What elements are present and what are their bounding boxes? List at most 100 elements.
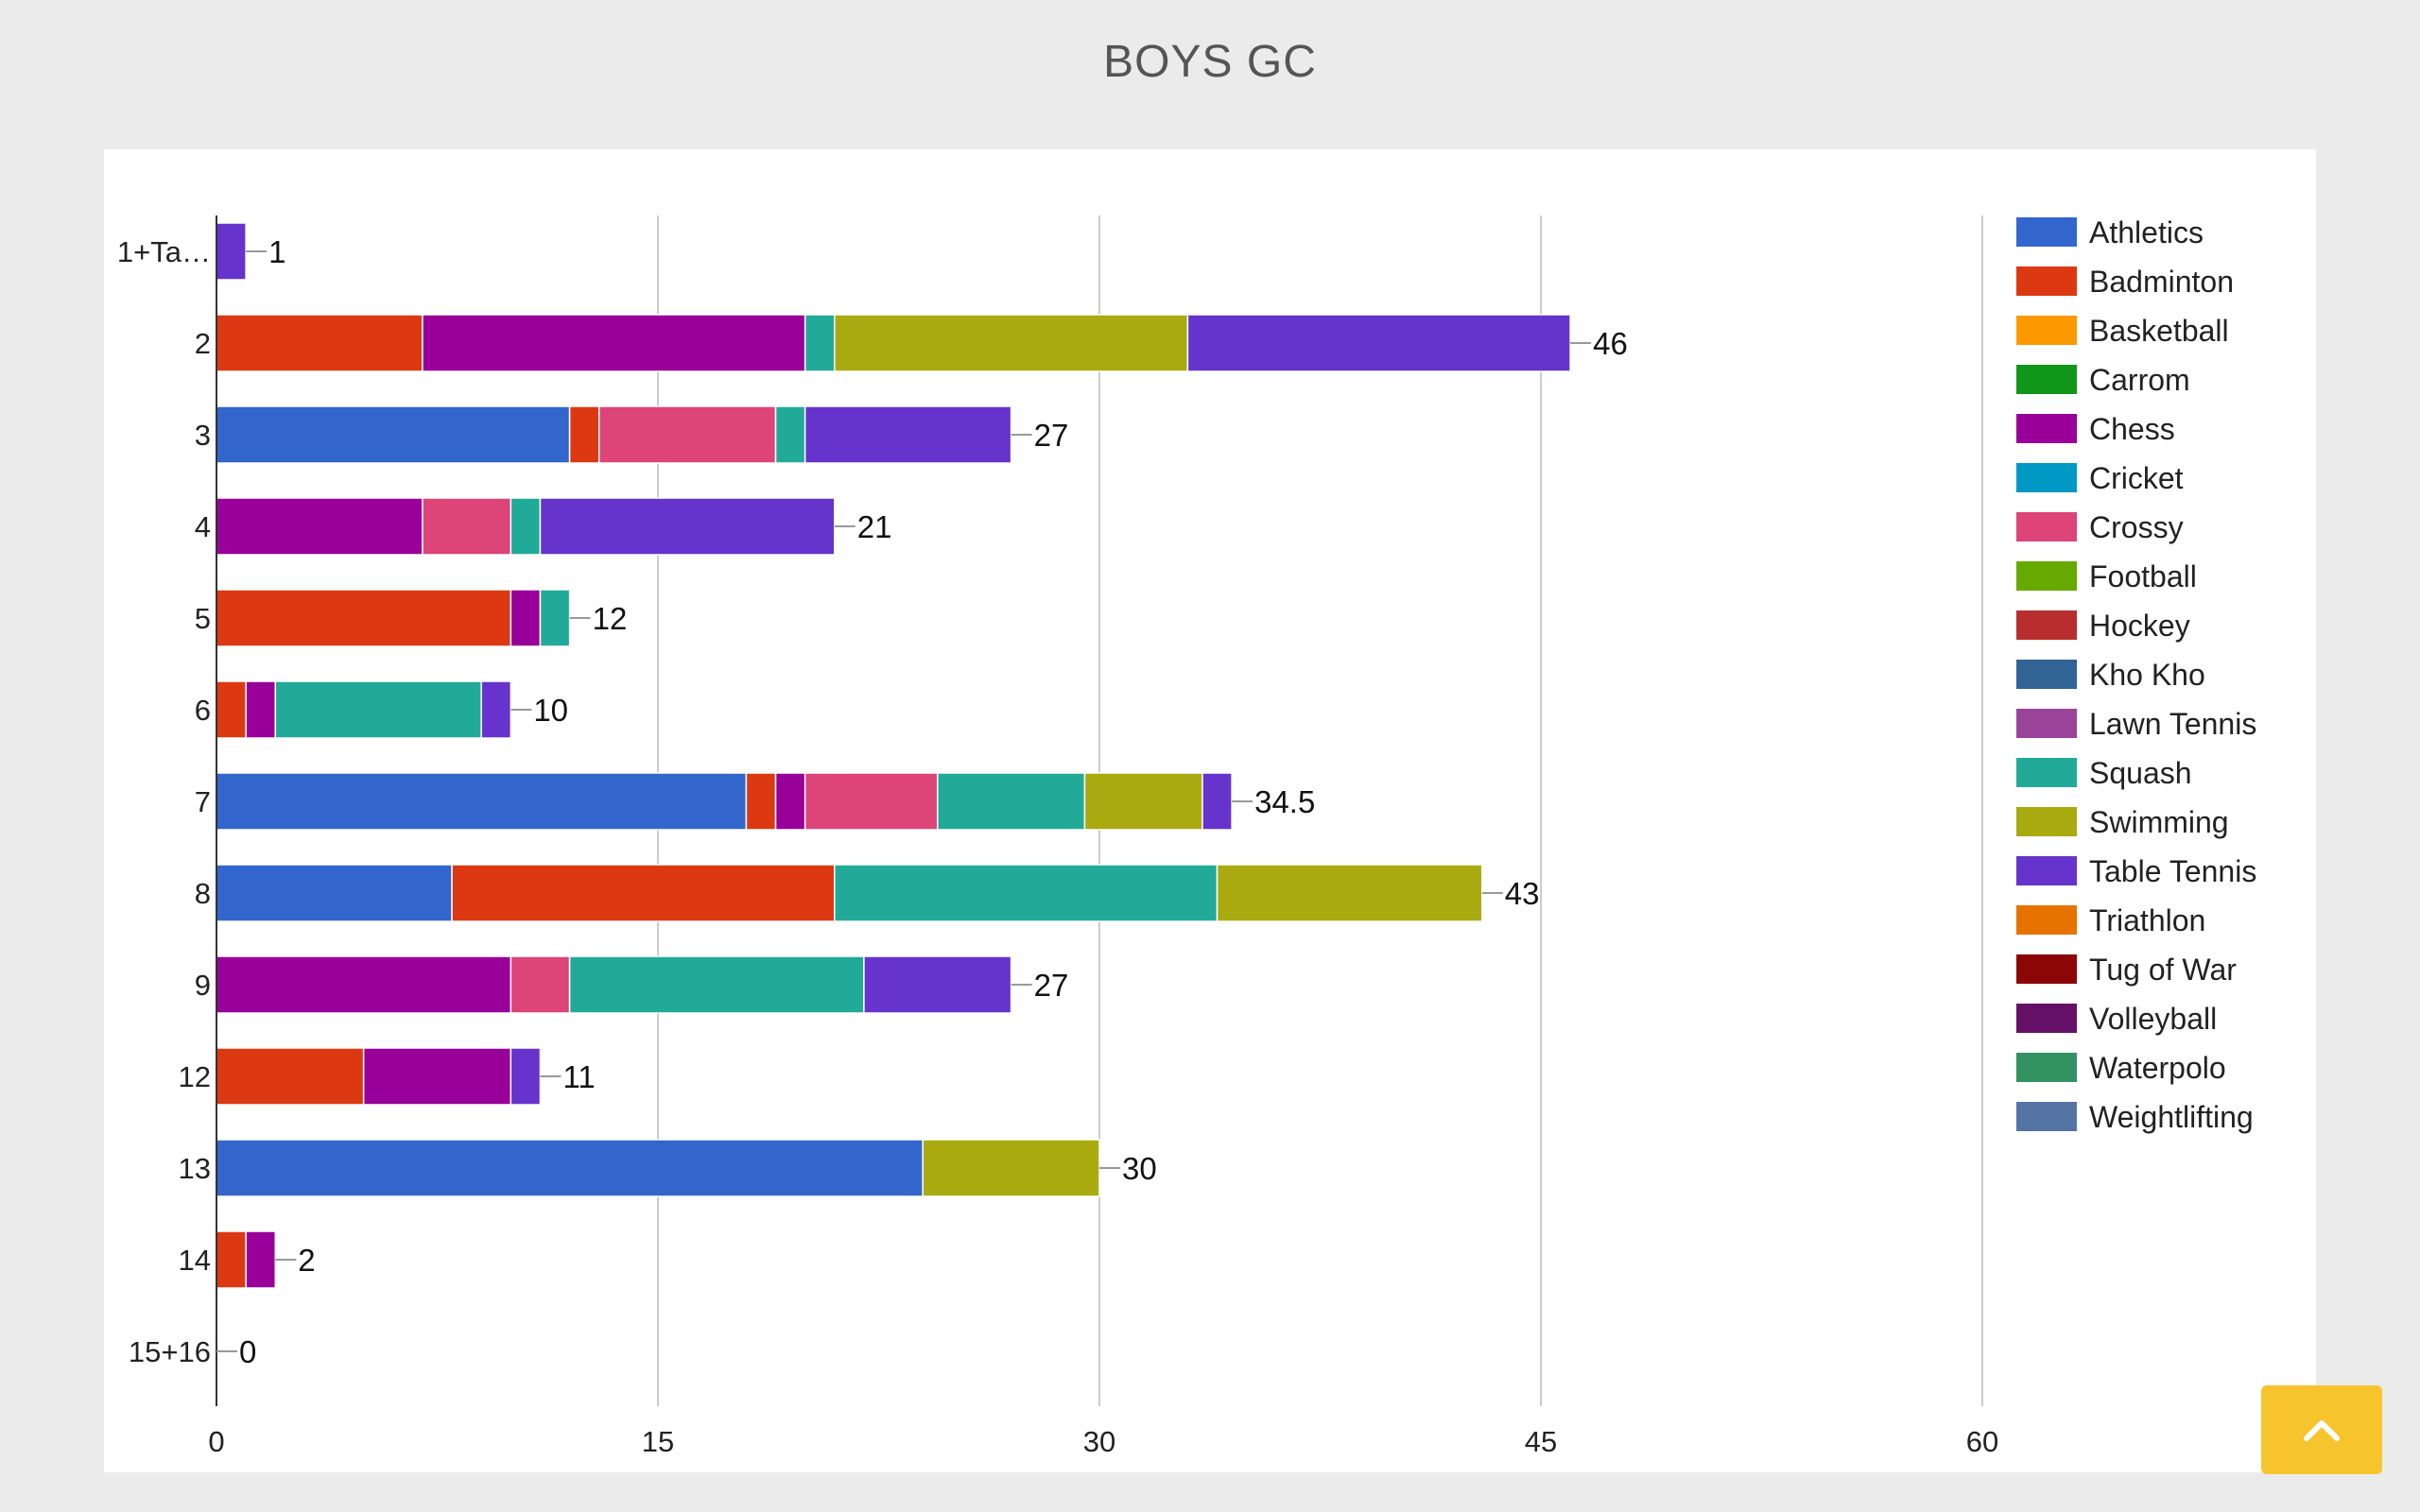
bar-segment bbox=[1083, 772, 1203, 831]
legend-swatch bbox=[2016, 1004, 2077, 1033]
bar-segment bbox=[804, 314, 836, 372]
legend: Athletics Badminton Basketball Carrom Chess C… bbox=[2016, 215, 2256, 1134]
x-tick-label: 60 bbox=[1966, 1425, 1998, 1458]
category-label: 13 bbox=[179, 1152, 211, 1185]
total-label: 0 bbox=[239, 1334, 256, 1369]
legend-item: Crossy bbox=[2016, 510, 2184, 544]
bar-segment bbox=[216, 497, 424, 556]
legend-swatch bbox=[2016, 709, 2077, 738]
legend-label: Swimming bbox=[2089, 805, 2229, 839]
legend-label: Badminton bbox=[2089, 265, 2234, 299]
bar-segment bbox=[539, 497, 836, 556]
legend-swatch bbox=[2016, 512, 2077, 541]
category-label: 15+16 bbox=[129, 1335, 211, 1368]
legend-swatch bbox=[2016, 660, 2077, 689]
bar-segment bbox=[922, 1139, 1100, 1197]
legend-item: Triathlon bbox=[2016, 903, 2205, 937]
legend-item: Swimming bbox=[2016, 805, 2229, 839]
scroll-to-top-button[interactable] bbox=[2261, 1385, 2382, 1474]
bar-segment bbox=[216, 1139, 924, 1197]
legend-item: Chess bbox=[2016, 412, 2175, 446]
legend-label: Carrom bbox=[2089, 363, 2190, 397]
legend-label: Tug of War bbox=[2089, 953, 2237, 987]
legend-item: Hockey bbox=[2016, 609, 2190, 643]
bar-segment bbox=[216, 772, 748, 831]
bar-segment bbox=[216, 1047, 365, 1106]
bar-segment bbox=[216, 589, 512, 647]
legend-item: Volleyball bbox=[2016, 1002, 2217, 1036]
bars bbox=[216, 222, 1571, 1289]
bar-segment bbox=[510, 497, 542, 556]
legend-item: Badminton bbox=[2016, 265, 2234, 299]
total-label: 27 bbox=[1034, 418, 1069, 453]
bar-segment bbox=[510, 1047, 542, 1106]
bar-segment bbox=[568, 955, 865, 1014]
legend-item: Tug of War bbox=[2016, 953, 2237, 987]
legend-label: Volleyball bbox=[2089, 1002, 2217, 1036]
legend-swatch bbox=[2016, 1102, 2077, 1131]
legend-label: Crossy bbox=[2089, 510, 2184, 544]
x-tick-label: 30 bbox=[1083, 1425, 1115, 1458]
x-tick-label: 0 bbox=[208, 1425, 224, 1458]
legend-label: Kho Kho bbox=[2089, 658, 2205, 692]
category-label: 3 bbox=[195, 419, 211, 452]
legend-swatch bbox=[2016, 610, 2077, 640]
legend-swatch bbox=[2016, 954, 2077, 984]
legend-label: Lawn Tennis bbox=[2089, 707, 2256, 741]
legend-swatch bbox=[2016, 561, 2077, 591]
bar-segment bbox=[216, 1230, 247, 1289]
bar-segment bbox=[804, 405, 1012, 464]
bar-segment bbox=[937, 772, 1086, 831]
bar-segment bbox=[245, 1230, 277, 1289]
total-label: 27 bbox=[1034, 968, 1069, 1003]
total-label: 10 bbox=[533, 693, 568, 728]
chevron-up-icon bbox=[2304, 1420, 2340, 1441]
category-label: 8 bbox=[195, 877, 211, 910]
bar-segment bbox=[216, 314, 424, 372]
legend-swatch bbox=[2016, 1053, 2077, 1082]
bar-segment bbox=[422, 314, 806, 372]
legend-item: Football bbox=[2016, 559, 2197, 593]
legend-label: Football bbox=[2089, 559, 2197, 593]
bar-segment bbox=[216, 405, 571, 464]
legend-swatch bbox=[2016, 266, 2077, 296]
total-label: 2 bbox=[298, 1243, 315, 1278]
total-label: 46 bbox=[1593, 326, 1628, 361]
total-label: 21 bbox=[857, 509, 892, 544]
bar-segment bbox=[216, 864, 453, 922]
bar-segment bbox=[774, 772, 806, 831]
total-labels: 1 46 27 21 12 10 34.5 43 27 11 30 2 0 bbox=[216, 234, 1628, 1369]
bar-segment bbox=[1186, 314, 1571, 372]
bar-segment bbox=[422, 497, 512, 556]
legend-label: Basketball bbox=[2089, 314, 2229, 348]
bar-segment bbox=[745, 772, 777, 831]
legend-item: Cricket bbox=[2016, 461, 2184, 495]
category-label: 2 bbox=[195, 327, 211, 360]
legend-item: Basketball bbox=[2016, 314, 2229, 348]
category-label: 9 bbox=[195, 969, 211, 1002]
legend-label: Athletics bbox=[2089, 215, 2204, 249]
category-label: 6 bbox=[195, 694, 211, 727]
legend-swatch bbox=[2016, 807, 2077, 836]
legend-label: Waterpolo bbox=[2089, 1051, 2226, 1085]
category-label: 7 bbox=[195, 785, 211, 818]
bar-segment bbox=[863, 955, 1012, 1014]
bar-segment bbox=[539, 589, 571, 647]
legend-swatch bbox=[2016, 365, 2077, 394]
legend-item: Table Tennis bbox=[2016, 854, 2256, 888]
page-title: BOYS GC bbox=[1103, 37, 1317, 87]
legend-label: Hockey bbox=[2089, 609, 2190, 643]
total-label: 11 bbox=[562, 1059, 595, 1094]
legend-swatch bbox=[2016, 217, 2077, 247]
legend-item: Kho Kho bbox=[2016, 658, 2205, 692]
category-label: 12 bbox=[179, 1060, 211, 1093]
legend-item: Weightlifting bbox=[2016, 1100, 2254, 1134]
bar-segment bbox=[834, 864, 1219, 922]
legend-swatch bbox=[2016, 758, 2077, 787]
x-tick-label: 45 bbox=[1525, 1425, 1557, 1458]
bar-segment bbox=[597, 405, 777, 464]
legend-swatch bbox=[2016, 856, 2077, 885]
category-label: 1+Ta… bbox=[117, 235, 211, 268]
bar-segment bbox=[568, 405, 600, 464]
